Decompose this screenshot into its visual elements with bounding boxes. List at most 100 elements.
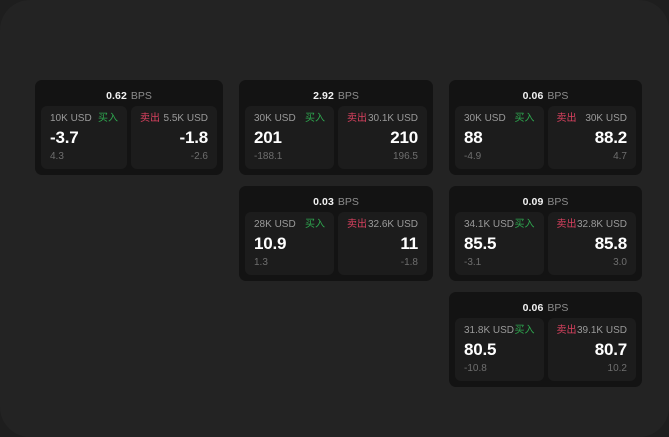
buy-tag: 买入 bbox=[305, 113, 325, 124]
sell-size: 30.1K USD bbox=[367, 113, 418, 124]
buy-tag: 买入 bbox=[98, 113, 118, 124]
quote-card[interactable]: 0.09 BPS 34.1K USD 买入 85.5 -3.1 卖出 32.8K… bbox=[449, 186, 642, 281]
empty-slot bbox=[239, 292, 433, 387]
sell-price: 88.2 bbox=[594, 128, 627, 147]
spread-unit: BPS bbox=[337, 89, 359, 102]
sell-size: 32.8K USD bbox=[576, 219, 627, 230]
buy-size: 30K USD bbox=[254, 113, 296, 124]
buy-tag: 买入 bbox=[514, 113, 535, 124]
card-spread-header: 0.03 BPS bbox=[245, 192, 427, 212]
sell-delta: 196.5 bbox=[392, 151, 418, 162]
sell-panel-header: 卖出 30.1K USD bbox=[347, 114, 418, 124]
buy-delta: -4.9 bbox=[464, 151, 482, 162]
buy-price: 10.9 bbox=[254, 234, 287, 253]
sell-size: 32.6K USD bbox=[367, 219, 418, 230]
card-spread-header: 0.09 BPS bbox=[455, 192, 636, 212]
buy-tag: 买入 bbox=[305, 219, 325, 230]
sell-tag: 卖出 bbox=[347, 113, 367, 124]
card-sides: 30K USD 买入 88 -4.9 卖出 30K USD 88.2 4.7 bbox=[455, 106, 636, 169]
buy-panel-header: 30K USD 买入 bbox=[464, 114, 535, 124]
buy-panel[interactable]: 10K USD 买入 -3.7 4.3 bbox=[41, 106, 127, 169]
spread-value: 0.62 bbox=[106, 89, 127, 102]
spread-value: 0.09 bbox=[522, 195, 544, 208]
card-sides: 34.1K USD 买入 85.5 -3.1 卖出 32.8K USD 85.8… bbox=[455, 212, 636, 275]
buy-panel-header: 28K USD 买入 bbox=[254, 220, 325, 230]
spread-value: 0.03 bbox=[313, 195, 334, 208]
sell-panel-header: 卖出 32.8K USD bbox=[557, 220, 628, 230]
card-spread-header: 0.06 BPS bbox=[455, 298, 636, 318]
buy-panel[interactable]: 28K USD 买入 10.9 1.3 bbox=[245, 212, 334, 275]
spread-unit: BPS bbox=[547, 301, 569, 314]
sell-size: 30K USD bbox=[585, 113, 627, 124]
card-sides: 30K USD 买入 201 -188.1 卖出 30.1K USD 210 1… bbox=[245, 106, 427, 169]
sell-delta: 3.0 bbox=[613, 257, 627, 268]
sell-panel-header: 卖出 30K USD bbox=[557, 114, 628, 124]
sell-price: 85.8 bbox=[594, 234, 627, 253]
sell-panel-header: 卖出 39.1K USD bbox=[557, 326, 628, 336]
card-sides: 31.8K USD 买入 80.5 -10.8 卖出 39.1K USD 80.… bbox=[455, 318, 636, 381]
buy-price: 201 bbox=[254, 128, 282, 147]
sell-panel[interactable]: 卖出 30K USD 88.2 4.7 bbox=[547, 106, 636, 169]
spread-value: 2.92 bbox=[313, 89, 334, 102]
buy-panel[interactable]: 30K USD 买入 201 -188.1 bbox=[245, 106, 334, 169]
buy-size: 34.1K USD bbox=[464, 219, 515, 230]
buy-delta: -188.1 bbox=[254, 151, 283, 162]
sell-delta: 10.2 bbox=[607, 363, 627, 374]
empty-slot bbox=[35, 186, 223, 281]
sell-tag: 卖出 bbox=[556, 219, 577, 230]
spread-unit: BPS bbox=[547, 89, 569, 102]
quote-card[interactable]: 2.92 BPS 30K USD 买入 201 -188.1 卖出 30.1K … bbox=[239, 80, 433, 175]
sell-size: 5.5K USD bbox=[163, 113, 208, 124]
buy-size: 30K USD bbox=[464, 113, 506, 124]
sell-tag: 卖出 bbox=[140, 113, 160, 124]
buy-delta: 4.3 bbox=[50, 151, 64, 162]
card-spread-header: 0.06 BPS bbox=[455, 86, 636, 106]
quote-card[interactable]: 0.06 BPS 30K USD 买入 88 -4.9 卖出 30K USD bbox=[449, 80, 642, 175]
sell-panel-header: 卖出 5.5K USD bbox=[140, 114, 208, 124]
sell-price: -1.8 bbox=[179, 128, 209, 147]
sell-delta: -2.6 bbox=[190, 151, 208, 162]
buy-panel[interactable]: 34.1K USD 买入 85.5 -3.1 bbox=[455, 212, 544, 275]
spread-unit: BPS bbox=[547, 195, 569, 208]
buy-tag: 买入 bbox=[514, 325, 535, 336]
buy-delta: -10.8 bbox=[464, 363, 487, 374]
sell-panel[interactable]: 卖出 39.1K USD 80.7 10.2 bbox=[547, 318, 636, 381]
buy-size: 28K USD bbox=[254, 219, 296, 230]
sell-price: 11 bbox=[400, 234, 418, 253]
sell-panel[interactable]: 卖出 5.5K USD -1.8 -2.6 bbox=[131, 106, 217, 169]
buy-panel[interactable]: 30K USD 买入 88 -4.9 bbox=[455, 106, 544, 169]
buy-panel-header: 10K USD 买入 bbox=[50, 114, 118, 124]
sell-panel[interactable]: 卖出 30.1K USD 210 196.5 bbox=[338, 106, 427, 169]
card-spread-header: 2.92 BPS bbox=[245, 86, 427, 106]
card-spread-header: 0.62 BPS bbox=[41, 86, 217, 106]
card-sides: 28K USD 买入 10.9 1.3 卖出 32.6K USD 11 -1.8 bbox=[245, 212, 427, 275]
buy-delta: -3.1 bbox=[464, 257, 482, 268]
sell-price: 80.7 bbox=[594, 340, 627, 359]
sell-tag: 卖出 bbox=[556, 113, 577, 124]
sell-panel[interactable]: 卖出 32.6K USD 11 -1.8 bbox=[338, 212, 427, 275]
sell-panel-header: 卖出 32.6K USD bbox=[347, 220, 418, 230]
spread-unit: BPS bbox=[130, 89, 152, 102]
buy-price: 85.5 bbox=[464, 234, 497, 253]
empty-slot bbox=[35, 292, 223, 387]
sell-tag: 卖出 bbox=[556, 325, 577, 336]
buy-size: 10K USD bbox=[50, 113, 92, 124]
spread-unit: BPS bbox=[337, 195, 359, 208]
buy-panel[interactable]: 31.8K USD 买入 80.5 -10.8 bbox=[455, 318, 544, 381]
quote-card[interactable]: 0.03 BPS 28K USD 买入 10.9 1.3 卖出 32.6K US… bbox=[239, 186, 433, 281]
card-sides: 10K USD 买入 -3.7 4.3 卖出 5.5K USD -1.8 -2.… bbox=[41, 106, 217, 169]
sell-size: 39.1K USD bbox=[576, 325, 627, 336]
buy-panel-header: 34.1K USD 买入 bbox=[464, 220, 535, 230]
buy-size: 31.8K USD bbox=[464, 325, 515, 336]
spread-value: 0.06 bbox=[522, 301, 544, 314]
sell-panel[interactable]: 卖出 32.8K USD 85.8 3.0 bbox=[547, 212, 636, 275]
buy-price: 80.5 bbox=[464, 340, 497, 359]
quote-card[interactable]: 0.62 BPS 10K USD 买入 -3.7 4.3 卖出 5.5K USD bbox=[35, 80, 223, 175]
sell-delta: -1.8 bbox=[400, 257, 418, 268]
quote-card[interactable]: 0.06 BPS 31.8K USD 买入 80.5 -10.8 卖出 39.1… bbox=[449, 292, 642, 387]
sell-price: 210 bbox=[390, 128, 418, 147]
sell-delta: 4.7 bbox=[613, 151, 627, 162]
spread-value: 0.06 bbox=[522, 89, 544, 102]
quote-card-grid: 0.62 BPS 10K USD 买入 -3.7 4.3 卖出 5.5K USD bbox=[35, 80, 642, 387]
buy-delta: 1.3 bbox=[254, 257, 268, 268]
